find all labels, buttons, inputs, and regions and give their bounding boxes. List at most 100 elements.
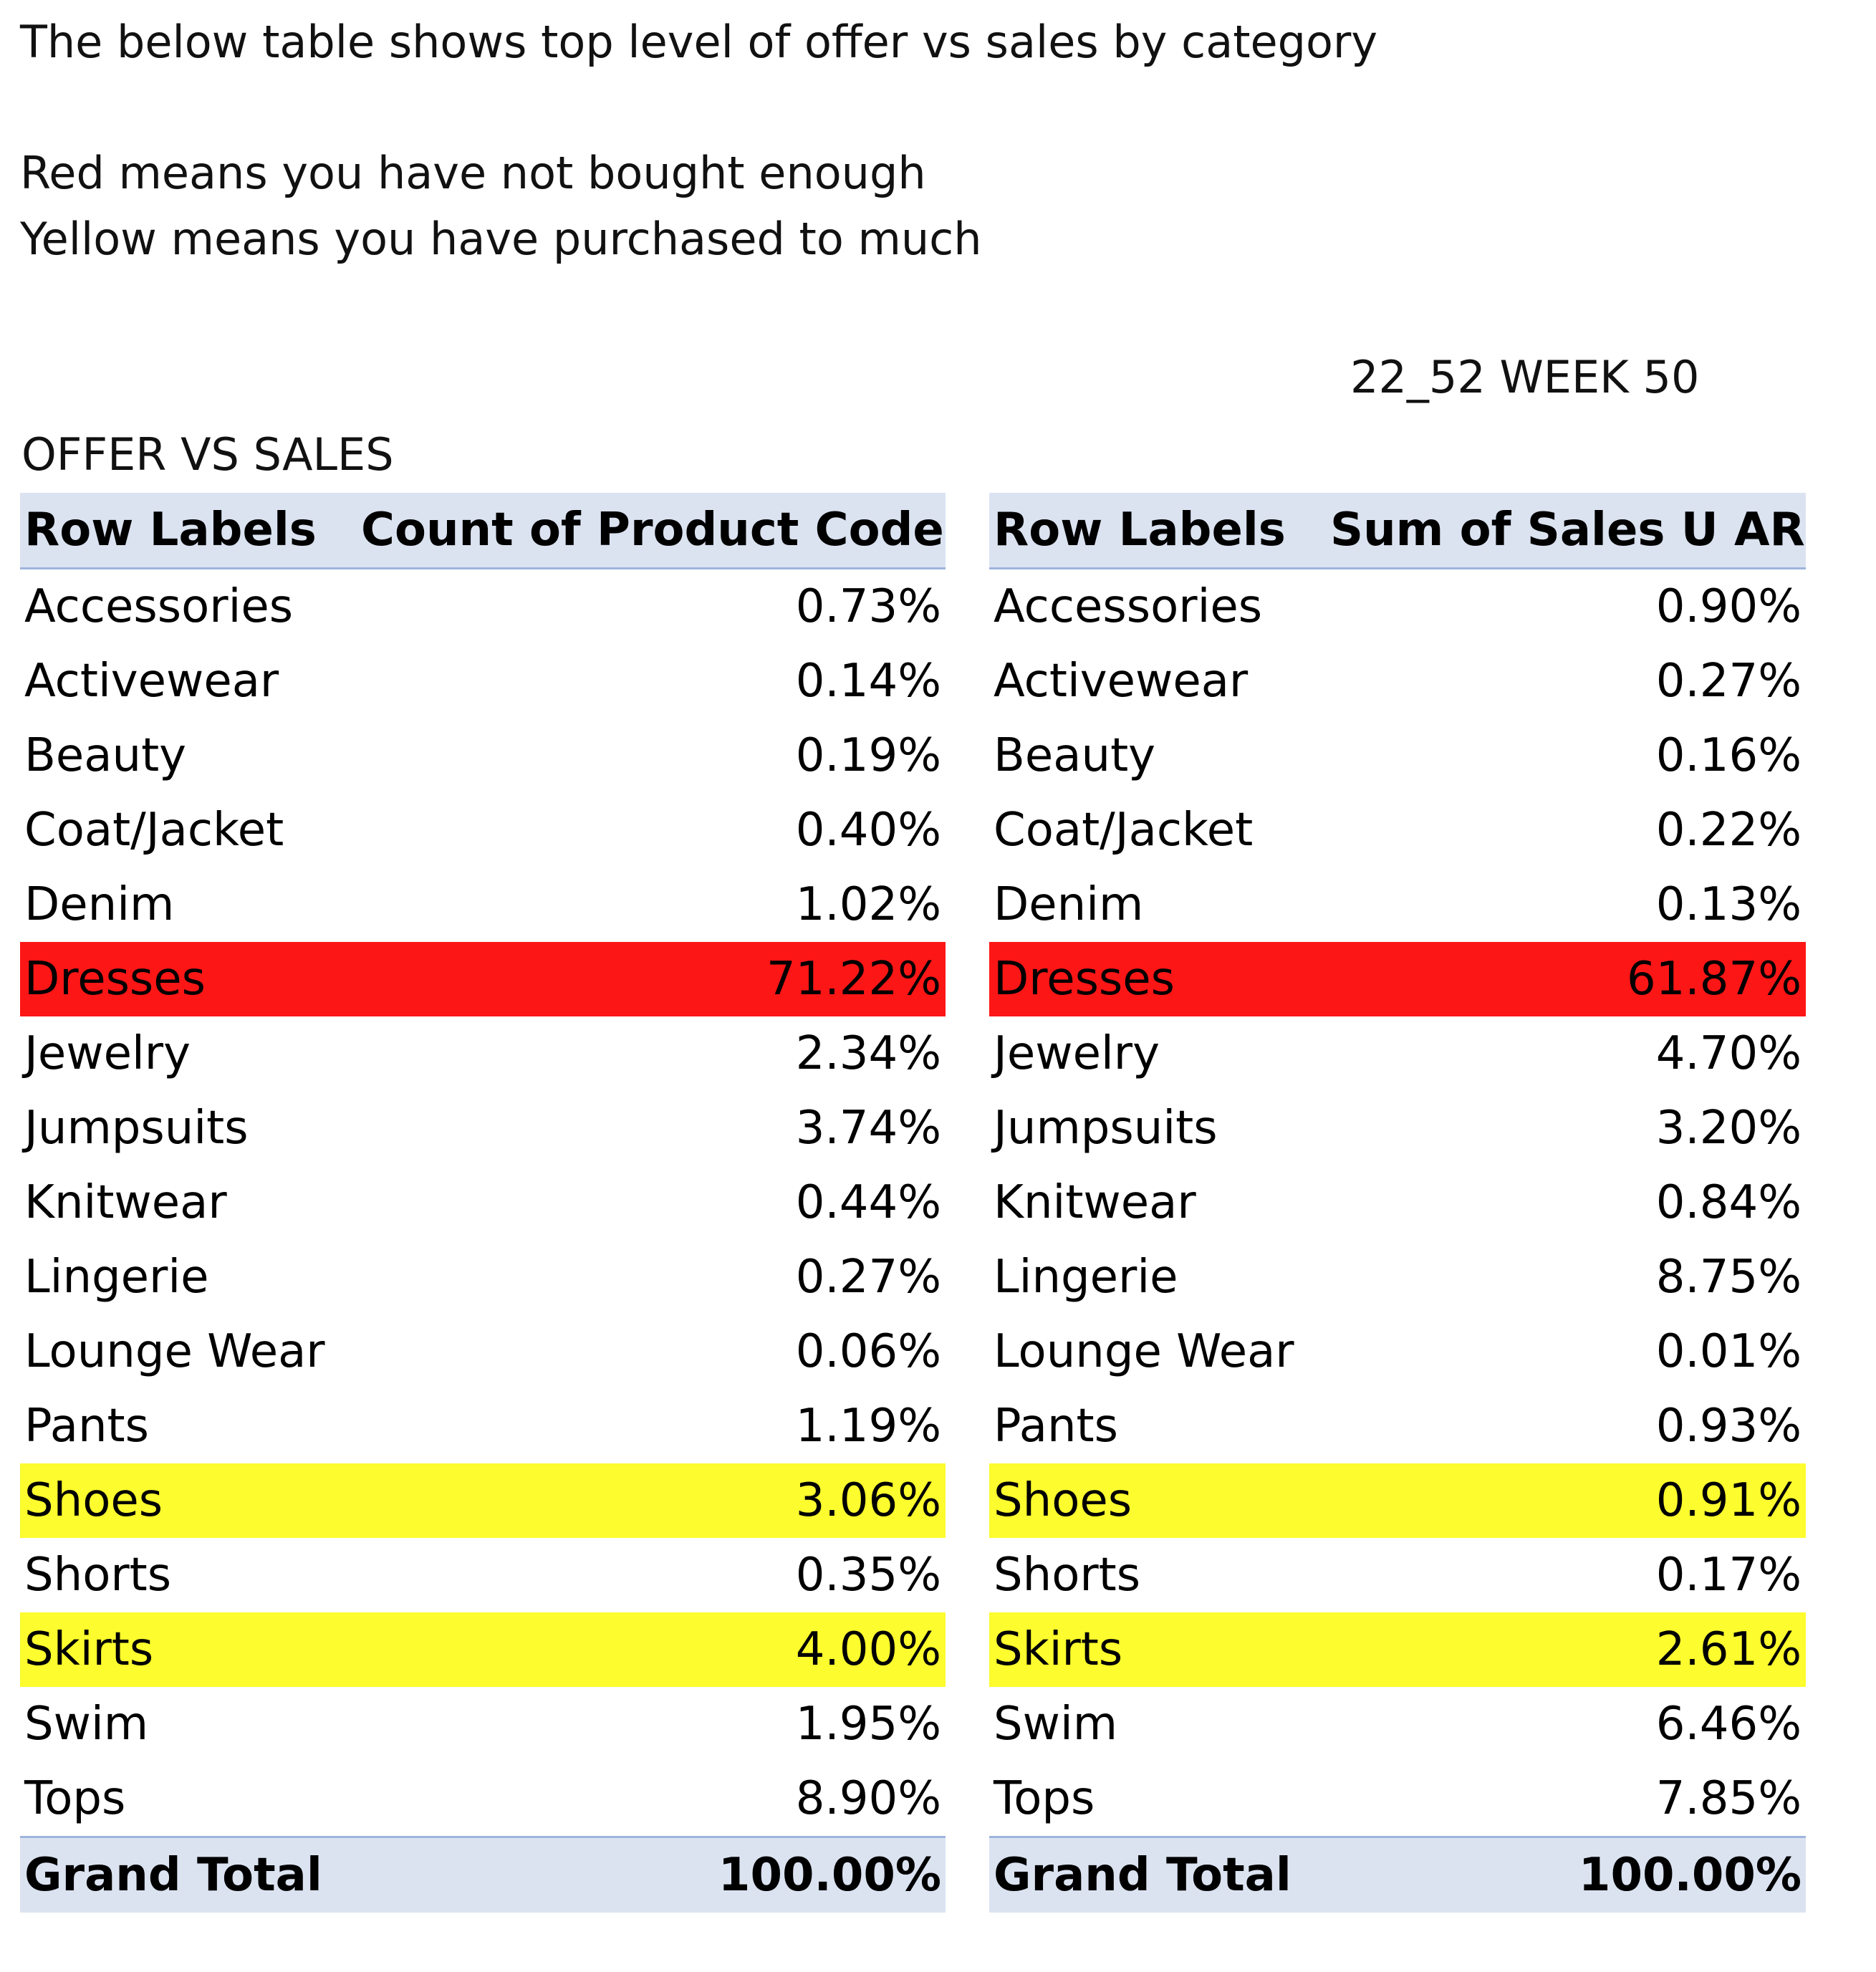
row-value-cell[interactable]: 0.06% <box>795 1325 941 1378</box>
row-label-cell[interactable]: Lounge Wear <box>24 1325 325 1378</box>
table-row: Shoes 3.06% <box>20 1463 946 1538</box>
row-label-cell[interactable]: Skirts <box>20 1612 357 1687</box>
row-label-cell[interactable]: Denim <box>994 878 1144 931</box>
row-label-cell[interactable]: Knitwear <box>994 1176 1196 1229</box>
row-value-cell[interactable]: 3.06% <box>357 1463 946 1538</box>
table-row: Skirts 4.00% <box>20 1612 946 1687</box>
row-value-cell[interactable]: 2.34% <box>795 1027 941 1080</box>
column-header-sum-of-sales-u-ar[interactable]: Sum of Sales U AR <box>1326 493 1806 569</box>
row-value-cell[interactable]: 4.70% <box>1655 1027 1802 1080</box>
offer-table-body: Accessories 0.73% Activewear 0.14% Beauty 0.1… <box>20 569 946 1837</box>
row-value-cell[interactable]: 2.61% <box>1326 1612 1806 1687</box>
row-value-cell[interactable]: 71.22% <box>357 942 946 1016</box>
row-label-cell[interactable]: Dresses <box>989 942 1326 1016</box>
row-label-cell[interactable]: Beauty <box>24 729 187 782</box>
table-header-row: Row Labels Count of Product Code <box>20 493 946 569</box>
intro-text: The below table shows top level of offer… <box>20 16 1378 68</box>
row-value-cell[interactable]: 0.19% <box>795 729 941 782</box>
row-label-cell[interactable]: Activewear <box>994 655 1249 708</box>
row-label-cell[interactable]: Pants <box>24 1400 149 1453</box>
table-row: Coat/Jacket 0.22% <box>989 793 1806 867</box>
row-value-cell[interactable]: 4.00% <box>357 1612 946 1687</box>
row-value-cell[interactable]: 0.91% <box>1326 1463 1806 1538</box>
row-label-cell[interactable]: Swim <box>24 1698 149 1751</box>
row-label-cell[interactable]: Accessories <box>24 580 294 633</box>
row-label-cell[interactable]: Activewear <box>24 655 279 708</box>
row-label-cell[interactable]: Accessories <box>994 580 1263 633</box>
sales-pivot-table: Row Labels Sum of Sales U AR Accessories… <box>989 493 1806 1913</box>
row-label-cell[interactable]: Coat/Jacket <box>994 804 1254 857</box>
row-value-cell[interactable]: 7.85% <box>1655 1772 1802 1825</box>
table-row: Dresses 71.22% <box>20 942 946 1016</box>
row-label-cell[interactable]: Swim <box>994 1698 1118 1751</box>
table-row: Jumpsuits 3.20% <box>989 1091 1806 1165</box>
row-value-cell[interactable]: 1.02% <box>795 878 941 931</box>
row-value-cell[interactable]: 0.44% <box>795 1176 941 1229</box>
row-label-cell[interactable]: Pants <box>994 1400 1118 1453</box>
row-value-cell[interactable]: 0.40% <box>795 804 941 857</box>
table-row: Dresses 61.87% <box>989 942 1806 1016</box>
row-label-cell[interactable]: Shoes <box>20 1463 357 1538</box>
row-label-cell[interactable]: Coat/Jacket <box>24 804 284 857</box>
row-label-cell[interactable]: Denim <box>24 878 175 931</box>
row-value-cell[interactable]: 1.95% <box>795 1698 941 1751</box>
table-row: Pants 0.93% <box>989 1389 1806 1463</box>
table-row: Accessories 0.73% <box>20 569 946 645</box>
row-label-cell[interactable]: Jewelry <box>24 1027 191 1080</box>
row-value-cell[interactable]: 6.46% <box>1655 1698 1802 1751</box>
column-header-row-labels[interactable]: Row Labels <box>20 493 357 569</box>
table-row: Tops 8.90% <box>20 1761 946 1837</box>
row-value-cell[interactable]: 0.27% <box>795 1251 941 1304</box>
table-row: Activewear 0.27% <box>989 644 1806 718</box>
row-label-cell[interactable]: Lounge Wear <box>994 1325 1294 1378</box>
row-value-cell[interactable]: 0.17% <box>1655 1549 1802 1602</box>
column-header-count-of-product-code[interactable]: Count of Product Code <box>357 493 946 569</box>
row-label-cell[interactable]: Shorts <box>24 1549 172 1602</box>
row-value-cell[interactable]: 0.14% <box>795 655 941 708</box>
row-label-cell[interactable]: Jumpsuits <box>994 1102 1218 1155</box>
row-label-cell[interactable]: Tops <box>24 1772 126 1825</box>
row-value-cell[interactable]: 0.01% <box>1655 1325 1802 1378</box>
row-value-cell[interactable]: 61.87% <box>1326 942 1806 1016</box>
table-row: Pants 1.19% <box>20 1389 946 1463</box>
row-value-cell[interactable]: 0.16% <box>1655 729 1802 782</box>
row-value-cell[interactable]: 8.90% <box>795 1772 941 1825</box>
row-value-cell[interactable]: 0.27% <box>1655 655 1802 708</box>
table-row: Lingerie 0.27% <box>20 1240 946 1314</box>
column-header-row-labels[interactable]: Row Labels <box>989 493 1326 569</box>
row-value-cell[interactable]: 0.93% <box>1655 1400 1802 1453</box>
table-row: Jewelry 2.34% <box>20 1016 946 1091</box>
table-row: Swim 6.46% <box>989 1687 1806 1761</box>
table-row: Jumpsuits 3.74% <box>20 1091 946 1165</box>
table-row: Activewear 0.14% <box>20 644 946 718</box>
grand-total-value: 100.00% <box>357 1836 946 1913</box>
row-value-cell[interactable]: 8.75% <box>1655 1251 1802 1304</box>
row-label-cell[interactable]: Lingerie <box>24 1251 209 1304</box>
row-value-cell[interactable]: 0.22% <box>1655 804 1802 857</box>
row-value-cell[interactable]: 0.84% <box>1655 1176 1802 1229</box>
row-value-cell[interactable]: 3.20% <box>1655 1102 1802 1155</box>
row-label-cell[interactable]: Tops <box>994 1772 1095 1825</box>
table-row: Tops 7.85% <box>989 1761 1806 1837</box>
row-label-cell[interactable]: Beauty <box>994 729 1156 782</box>
row-value-cell[interactable]: 0.73% <box>795 580 941 633</box>
table-header-row: Row Labels Sum of Sales U AR <box>989 493 1806 569</box>
row-label-cell[interactable]: Skirts <box>989 1612 1326 1687</box>
row-value-cell[interactable]: 0.90% <box>1655 580 1802 633</box>
row-label-cell[interactable]: Shorts <box>994 1549 1141 1602</box>
row-value-cell[interactable]: 0.13% <box>1655 878 1802 931</box>
row-label-cell[interactable]: Shoes <box>989 1463 1326 1538</box>
grand-total-value: 100.00% <box>1326 1836 1806 1913</box>
row-value-cell[interactable]: 0.35% <box>795 1549 941 1602</box>
row-label-cell[interactable]: Jewelry <box>994 1027 1160 1080</box>
row-label-cell[interactable]: Jumpsuits <box>24 1102 249 1155</box>
row-value-cell[interactable]: 1.19% <box>795 1400 941 1453</box>
table-row: Lingerie 8.75% <box>989 1240 1806 1314</box>
table-title: OFFER VS SALES <box>21 428 394 481</box>
row-label-cell[interactable]: Knitwear <box>24 1176 227 1229</box>
row-label-cell[interactable]: Lingerie <box>994 1251 1178 1304</box>
table-row: Denim 1.02% <box>20 867 946 942</box>
row-label-cell[interactable]: Dresses <box>20 942 357 1016</box>
table-row: Swim 1.95% <box>20 1687 946 1761</box>
row-value-cell[interactable]: 3.74% <box>795 1102 941 1155</box>
